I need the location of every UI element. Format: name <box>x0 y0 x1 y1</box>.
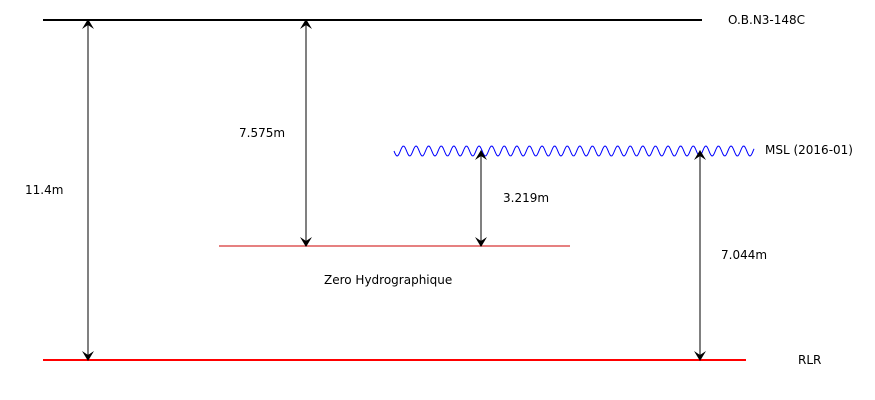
benchmark-label: O.B.N3-148C <box>728 13 805 27</box>
distance-msl-to-rlr: 7.044m <box>721 248 767 262</box>
msl-wave-line <box>393 145 755 157</box>
distance-msl-to-zero: 3.219m <box>503 191 549 205</box>
zero-hydro-label: Zero Hydrographique <box>324 273 452 287</box>
rlr-label: RLR <box>798 353 821 367</box>
msl-label: MSL (2016-01) <box>765 143 853 157</box>
distance-benchmark-to-rlr: 11.4m <box>25 183 63 197</box>
distance-benchmark-to-zero: 7.575m <box>239 126 285 140</box>
